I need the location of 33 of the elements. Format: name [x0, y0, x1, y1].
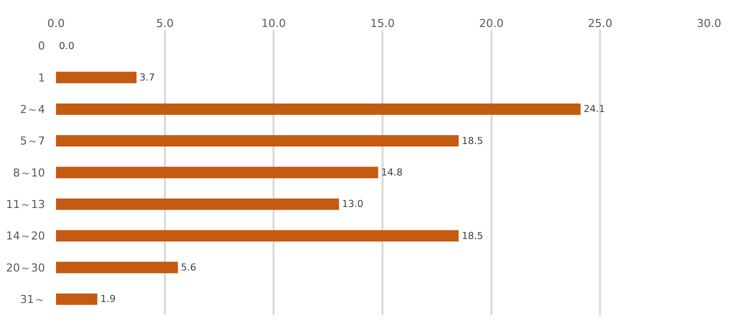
bar [56, 103, 581, 115]
y-tick-label: 1 [38, 71, 45, 84]
y-tick-label: 0 [38, 40, 45, 53]
data-label: 18.5 [462, 230, 484, 242]
y-tick-label: 5～7 [20, 134, 45, 148]
y-tick-label: 31～ [20, 293, 45, 306]
data-label: 24.1 [584, 104, 606, 116]
data-label: 18.5 [462, 136, 484, 147]
bar [56, 230, 459, 242]
bar [56, 166, 378, 178]
y-tick-label: 2～4 [20, 103, 45, 116]
x-tick-label: 10.0 [261, 16, 286, 30]
x-tick-label: 30.0 [696, 16, 722, 30]
bar [56, 135, 459, 147]
y-tick-label: 14～20 [6, 230, 45, 243]
y-tick-label: 8～10 [13, 166, 45, 180]
x-tick-label: 0.0 [47, 16, 65, 30]
x-tick-label: 25.0 [588, 16, 612, 30]
y-tick-label: 20～30 [6, 261, 45, 274]
x-tick-label: 15.0 [370, 16, 395, 30]
y-tick-label: 11～13 [6, 198, 45, 212]
bar [56, 262, 178, 274]
x-tick-label: 20.0 [479, 16, 504, 30]
data-label: 0.0 [59, 40, 74, 52]
data-label: 1.9 [100, 294, 116, 306]
data-label: 13.0 [342, 199, 364, 210]
data-label: 5.6 [180, 262, 196, 274]
x-tick-label: 5.0 [156, 16, 174, 30]
data-label: 14.8 [381, 168, 403, 179]
data-label: 3.7 [140, 72, 155, 84]
bar [56, 198, 339, 210]
bar [56, 293, 98, 305]
bar [56, 72, 137, 84]
